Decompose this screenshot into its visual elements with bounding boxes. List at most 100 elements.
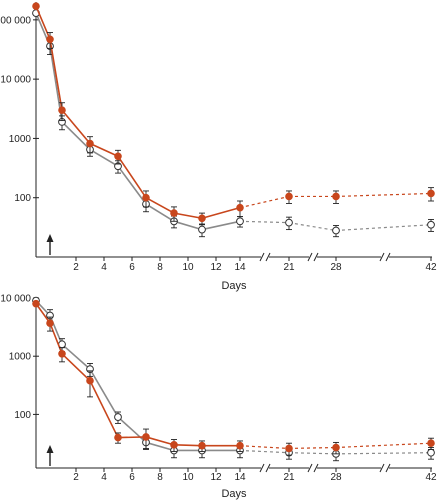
axis-break-mark <box>385 252 391 262</box>
series-segment <box>288 446 337 450</box>
series-segment <box>89 380 119 438</box>
data-point <box>170 209 178 217</box>
x-tick-label: 42 <box>425 262 437 273</box>
series-segment <box>239 445 290 450</box>
series-segment <box>89 148 119 167</box>
axis-break-mark <box>259 463 265 473</box>
data-point <box>332 226 340 235</box>
series-segment <box>117 416 147 444</box>
axis-break-mark <box>313 252 319 262</box>
series-segment <box>288 452 337 455</box>
x-axis-title: Days <box>221 280 247 292</box>
data-point <box>285 444 293 453</box>
chart-1: 100 1000 10 000 100 000 2 4 6 8 10 12 14 21 28 42 Days <box>0 2 437 292</box>
x-tick-label: 21 <box>283 262 295 273</box>
series-segment <box>145 436 175 446</box>
series-segment <box>49 39 63 111</box>
series-segment <box>335 192 432 198</box>
x-tick-label: 8 <box>157 472 163 483</box>
data-point <box>427 448 435 457</box>
y-tick-label: 1000 <box>9 352 32 363</box>
data-point <box>236 217 244 226</box>
axis-break-mark <box>313 463 319 473</box>
data-point <box>114 413 122 421</box>
series-segment <box>89 368 119 418</box>
data-point <box>142 193 150 202</box>
data-point <box>114 152 122 161</box>
series-segment <box>145 197 175 214</box>
series-segment <box>61 343 91 370</box>
series-segment <box>89 142 119 157</box>
data-point <box>427 439 435 448</box>
series-segment <box>173 212 203 220</box>
x-tick-label: 2 <box>73 262 79 273</box>
data-point <box>198 225 206 234</box>
x-tick-label: 10 <box>182 472 194 483</box>
axis-break-mark <box>259 252 265 262</box>
x-tick-label: 42 <box>425 472 437 483</box>
series-segment <box>145 441 175 452</box>
axis-break-mark <box>265 463 271 473</box>
series-segment <box>117 155 147 199</box>
chart-2: 100 1000 10 000 2 4 6 8 10 12 14 21 28 42 Days <box>0 294 437 500</box>
series-segment <box>239 449 290 454</box>
y-tick-label: 1000 <box>9 134 32 145</box>
series-segment <box>335 224 432 232</box>
series-segment <box>173 444 203 447</box>
axis-break-mark <box>379 252 385 262</box>
y-tick-label: 10 000 <box>0 75 31 86</box>
data-point <box>58 106 66 114</box>
series-segment <box>117 165 147 205</box>
x-tick-label: 6 <box>129 262 135 273</box>
data-point <box>236 203 244 212</box>
axis-break-mark <box>307 252 313 262</box>
data-point <box>142 433 150 441</box>
axis-break-mark <box>379 463 385 473</box>
series-segment <box>117 436 147 439</box>
x-tick-label: 4 <box>101 262 107 273</box>
series-segment <box>145 203 175 222</box>
x-tick-label: 2 <box>73 472 79 483</box>
data-point <box>236 441 244 450</box>
series-segment <box>239 220 290 224</box>
series-segment <box>335 442 432 449</box>
y-tick-label: 100 <box>14 410 31 421</box>
series-segment <box>173 220 203 231</box>
series-segment <box>61 109 91 145</box>
series-filled <box>32 299 435 456</box>
x-tick-label: 4 <box>101 472 107 483</box>
data-point <box>32 299 40 308</box>
axis-break-mark <box>385 463 391 473</box>
data-point <box>86 139 94 148</box>
x-tick-label: 28 <box>330 472 342 483</box>
series-segment <box>49 322 63 355</box>
x-tick-label: 8 <box>157 262 163 273</box>
administration-arrow-head <box>46 445 54 453</box>
series-segment <box>35 5 51 40</box>
data-point <box>32 2 40 10</box>
data-point <box>58 349 66 358</box>
series-segment <box>61 353 91 382</box>
x-tick-label: 6 <box>129 472 135 483</box>
data-point <box>114 433 122 442</box>
data-point <box>86 376 94 385</box>
data-point <box>332 443 340 452</box>
series-segment <box>288 222 337 232</box>
axis-break-mark <box>307 463 313 473</box>
x-tick-label: 14 <box>234 472 246 483</box>
series-segment <box>239 195 290 209</box>
y-tick-label: 10 000 <box>0 294 31 305</box>
x-tick-label: 14 <box>234 262 246 273</box>
x-tick-label: 10 <box>182 262 194 273</box>
x-axis-title: Days <box>221 488 247 500</box>
y-tick-label: 100 <box>14 193 31 204</box>
series-segment <box>335 452 432 455</box>
series-segment <box>35 303 51 324</box>
data-point <box>285 192 293 201</box>
series-filled <box>32 2 435 226</box>
data-point <box>170 441 178 449</box>
x-tick-label: 28 <box>330 262 342 273</box>
data-point <box>198 441 206 450</box>
